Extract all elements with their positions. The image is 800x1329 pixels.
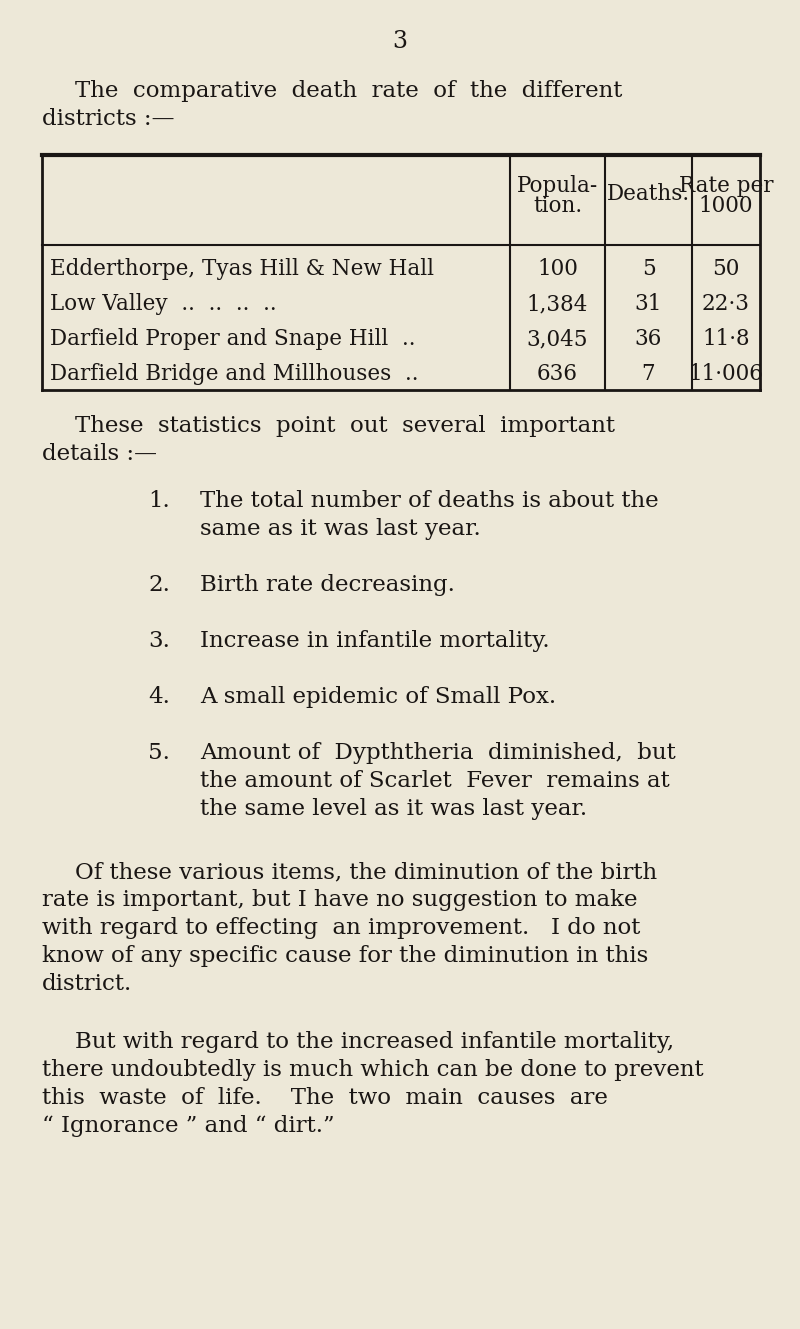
Text: tion.: tion. [533,195,582,217]
Text: with regard to effecting  an improvement.   I do not: with regard to effecting an improvement.… [42,917,640,940]
Text: Edderthorpe, Tyas Hill & New Hall: Edderthorpe, Tyas Hill & New Hall [50,258,434,280]
Text: 3.: 3. [148,630,170,653]
Text: 1,384: 1,384 [527,292,588,315]
Text: 3,045: 3,045 [526,328,588,350]
Text: Popula-: Popula- [517,175,598,197]
Text: rate is important, but I have no suggestion to make: rate is important, but I have no suggest… [42,889,638,910]
Text: 1000: 1000 [698,195,754,217]
Text: Darfield Bridge and Millhouses  ..: Darfield Bridge and Millhouses .. [50,363,418,385]
Text: 31: 31 [635,292,662,315]
Text: 4.: 4. [148,686,170,708]
Text: 5.: 5. [148,742,170,764]
Text: there undoubtedly is much which can be done to prevent: there undoubtedly is much which can be d… [42,1059,704,1080]
Text: “ Ignorance ” and “ dirt.”: “ Ignorance ” and “ dirt.” [42,1115,334,1138]
Text: Increase in infantile mortality.: Increase in infantile mortality. [200,630,550,653]
Text: 36: 36 [635,328,662,350]
Text: 11·006: 11·006 [689,363,763,385]
Text: Birth rate decreasing.: Birth rate decreasing. [200,574,455,595]
Text: details :—: details :— [42,443,157,465]
Text: district.: district. [42,973,132,995]
Text: 5: 5 [642,258,655,280]
Text: These  statistics  point  out  several  important: These statistics point out several impor… [75,415,615,437]
Text: 50: 50 [712,258,740,280]
Text: same as it was last year.: same as it was last year. [200,518,481,540]
Text: 636: 636 [537,363,578,385]
Text: this  waste  of  life.    The  two  main  causes  are: this waste of life. The two main causes … [42,1087,608,1108]
Text: Of these various items, the diminution of the birth: Of these various items, the diminution o… [75,861,657,882]
Text: Rate per: Rate per [678,175,774,197]
Text: 11·8: 11·8 [702,328,750,350]
Text: Low Valley  ..  ..  ..  ..: Low Valley .. .. .. .. [50,292,277,315]
Text: 1.: 1. [148,490,170,512]
Text: But with regard to the increased infantile mortality,: But with regard to the increased infanti… [75,1031,674,1053]
Text: the amount of Scarlet  Fever  remains at: the amount of Scarlet Fever remains at [200,769,670,792]
Text: The total number of deaths is about the: The total number of deaths is about the [200,490,658,512]
Text: A small epidemic of Small Pox.: A small epidemic of Small Pox. [200,686,556,708]
Text: the same level as it was last year.: the same level as it was last year. [200,797,587,820]
Text: 22·3: 22·3 [702,292,750,315]
Text: 3: 3 [393,31,407,53]
Text: districts :—: districts :— [42,108,174,130]
Text: know of any specific cause for the diminution in this: know of any specific cause for the dimin… [42,945,648,968]
Text: Deaths.: Deaths. [607,183,690,205]
Text: 2.: 2. [148,574,170,595]
Text: Amount of  Dypththeria  diminished,  but: Amount of Dypththeria diminished, but [200,742,676,764]
Text: 7: 7 [642,363,655,385]
Text: The  comparative  death  rate  of  the  different: The comparative death rate of the differ… [75,80,622,102]
Text: 100: 100 [537,258,578,280]
Text: Darfield Proper and Snape Hill  ..: Darfield Proper and Snape Hill .. [50,328,415,350]
